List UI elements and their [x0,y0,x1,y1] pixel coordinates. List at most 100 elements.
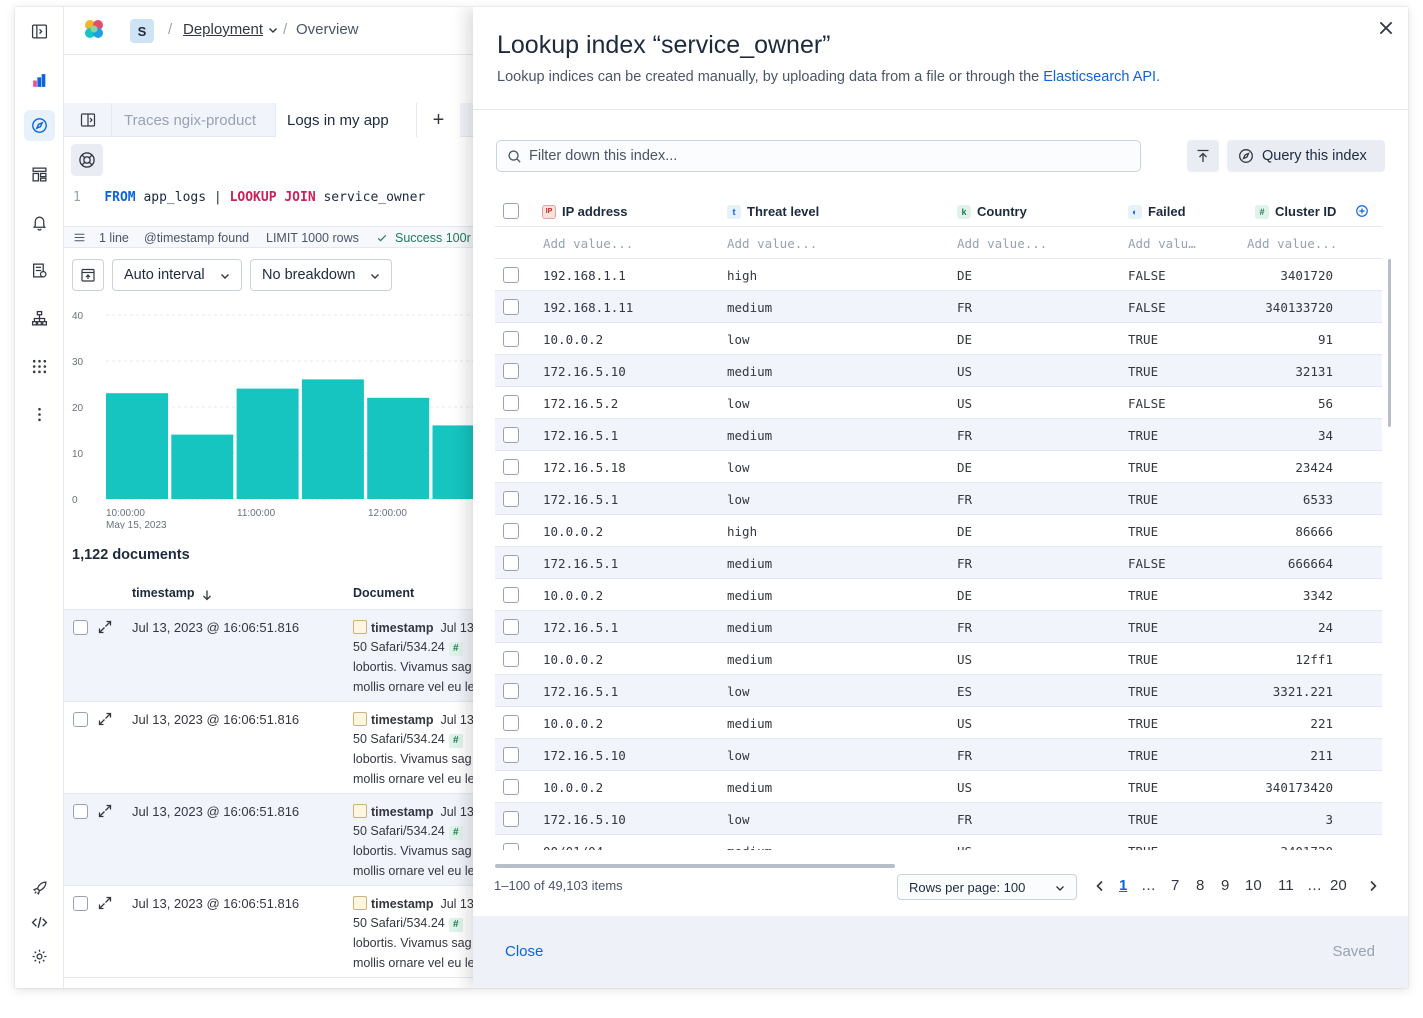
cell-country[interactable]: FR [957,620,973,635]
row-checkbox[interactable] [503,651,519,667]
cell-country[interactable]: FR [957,556,973,571]
cell-ip[interactable]: 172.16.5.2 [543,396,619,411]
cell-cluster-id[interactable]: 666664 [1287,556,1333,571]
expand-icon[interactable] [97,895,113,911]
expand-icon[interactable] [97,619,113,635]
elastic-logo-icon[interactable] [83,18,105,40]
expand-icon[interactable] [97,803,113,819]
cell-cluster-id[interactable]: 340173420 [1265,780,1333,795]
cell-cluster-id[interactable]: 3342 [1302,588,1333,603]
cell-failed[interactable]: FALSE [1128,396,1166,411]
cell-threat[interactable]: medium [727,428,773,443]
row-checkbox[interactable] [503,779,519,795]
breadcrumb-deployment[interactable]: Deployment [183,21,264,38]
table-row[interactable]: 172.16.5.1 low ES TRUE 3321.221 [495,675,1382,707]
cell-ip[interactable]: 192.168.1.11 [543,300,634,315]
cell-failed[interactable]: TRUE [1128,332,1159,347]
cell-ip[interactable]: 172.16.5.1 [543,684,619,699]
toggle-sidebar-button[interactable] [64,103,112,137]
close-icon[interactable] [1376,18,1396,38]
add-value-cluster[interactable]: Add value... [1247,236,1338,251]
cell-threat[interactable]: medium [727,364,773,379]
document-row[interactable]: Jul 13, 2023 @ 16:06:51.816 timestamp Jul… [64,886,474,978]
row-checkbox[interactable] [73,804,88,819]
horizontal-scrollbar[interactable] [495,864,895,868]
add-value-threat[interactable]: Add value... [727,236,818,251]
table-row[interactable]: 172.16.5.10 medium US TRUE 32131 [495,355,1382,387]
cell-cluster-id[interactable]: 23424 [1295,460,1333,475]
cell-country[interactable]: FR [957,428,973,443]
table-row[interactable]: 10.0.0.2 medium US TRUE 12ff1 [495,643,1382,675]
cell-cluster-id[interactable]: 32131 [1295,364,1333,379]
cell-country[interactable]: US [957,780,973,795]
page-link[interactable]: 8 [1196,877,1205,894]
cell-threat[interactable]: low [727,492,750,507]
page-link[interactable]: 10 [1245,877,1262,894]
rocket-icon[interactable] [27,876,51,900]
service-map-icon[interactable] [27,306,51,330]
add-value-country[interactable]: Add value... [957,236,1048,251]
cell-cluster-id[interactable]: 221 [1310,716,1333,731]
col-timestamp[interactable]: timestamp [132,586,195,600]
apps-grid-icon[interactable] [27,354,51,378]
cell-failed[interactable]: TRUE [1128,652,1159,667]
add-value-failed[interactable]: Add valu… [1128,236,1196,251]
cell-cluster-id[interactable]: 3401720 [1280,268,1333,283]
document-row[interactable]: Jul 13, 2023 @ 16:06:51.816 timestamp Jul… [64,702,474,794]
table-row[interactable]: 10.0.0.2 low DE TRUE 91 [495,323,1382,355]
row-checkbox[interactable] [503,491,519,507]
cell-ip[interactable]: 172.16.5.10 [543,364,626,379]
cell-ip[interactable]: 172.16.5.1 [543,556,619,571]
cell-country[interactable]: FR [957,492,973,507]
add-tab-button[interactable]: + [416,103,460,137]
cell-threat[interactable]: high [727,524,758,539]
observability-logo-icon[interactable] [27,68,51,92]
cell-cluster-id[interactable]: 12ff1 [1295,652,1333,667]
cell-cluster-id[interactable]: 6533 [1302,492,1333,507]
table-row[interactable]: 172.16.5.1 medium FR FALSE 666664 [495,547,1382,579]
close-button[interactable]: Close [505,943,544,960]
table-row[interactable]: 10.0.0.2 medium US TRUE 340173420 [495,771,1382,803]
cell-ip[interactable]: 10.0.0.2 [543,716,604,731]
histogram-bar[interactable] [432,425,475,499]
row-checkbox[interactable] [503,331,519,347]
cell-cluster-id[interactable]: 340133720 [1265,300,1333,315]
dashboard-icon[interactable] [27,162,51,186]
cell-ip[interactable]: 10.0.0.2 [543,524,604,539]
page-link[interactable]: 20 [1330,877,1347,894]
cell-threat[interactable]: medium [727,844,772,850]
histogram-bar[interactable] [367,397,430,499]
row-checkbox[interactable] [503,427,519,443]
table-row[interactable]: 172.16.5.1 medium FR TRUE 34 [495,419,1382,451]
cell-failed[interactable]: FALSE [1128,300,1166,315]
cell-threat[interactable]: medium [727,652,773,667]
cases-icon[interactable] [27,258,51,282]
cell-threat[interactable]: medium [727,620,773,635]
table-row[interactable]: 10.0.0.2 high DE TRUE 86666 [495,515,1382,547]
cell-country[interactable]: US [957,652,973,667]
add-value-row[interactable]: Add value... Add value... Add value... A… [495,227,1382,259]
row-checkbox[interactable] [503,555,519,571]
page-link[interactable]: 11 [1278,877,1294,894]
col-cluster-id[interactable]: # Cluster ID [1255,204,1336,219]
row-checkbox[interactable] [503,619,519,635]
table-row[interactable]: 192.168.1.11 medium FR FALSE 340133720 [495,291,1382,323]
table-row[interactable]: 10.0.0.2 medium US TRUE 221 [495,707,1382,739]
table-row[interactable]: 00/01/04 medium US TRUE 3401720 [495,835,1382,850]
query-editor[interactable]: 1 FROM app_logs | LOOKUP JOIN service_ow… [73,190,425,205]
cell-failed[interactable]: TRUE [1128,364,1159,379]
cell-failed[interactable]: TRUE [1128,588,1159,603]
cell-failed[interactable]: TRUE [1128,844,1158,850]
table-row[interactable]: 10.0.0.2 medium DE TRUE 3342 [495,579,1382,611]
table-row[interactable]: 172.16.5.10 low FR TRUE 211 [495,739,1382,771]
cell-failed[interactable]: TRUE [1128,812,1159,827]
cell-ip[interactable]: 172.16.5.1 [543,620,619,635]
cell-ip[interactable]: 172.16.5.1 [543,492,619,507]
query-this-index-button[interactable]: Query this index [1227,140,1385,172]
code-icon[interactable] [27,910,51,934]
histogram-bar[interactable] [236,388,299,499]
vertical-scrollbar[interactable] [1388,259,1391,427]
interval-select[interactable]: Auto interval [112,259,242,291]
cell-failed[interactable]: TRUE [1128,492,1159,507]
cell-country[interactable]: DE [957,268,973,283]
